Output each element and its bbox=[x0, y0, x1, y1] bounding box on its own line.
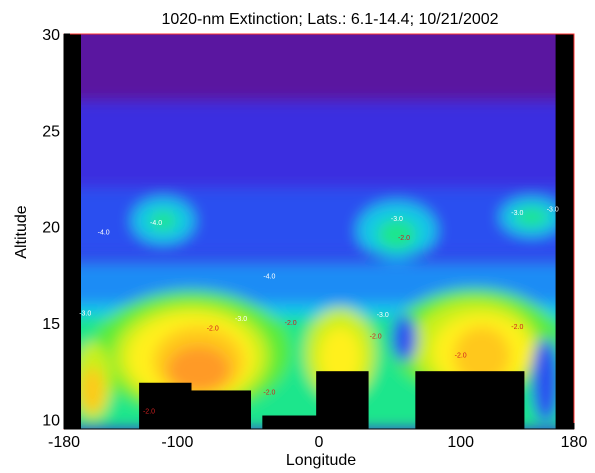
no-data-region bbox=[262, 415, 322, 429]
contour-label: -3.0 bbox=[79, 310, 91, 317]
field-region bbox=[391, 315, 417, 362]
contour-label: -4.0 bbox=[263, 274, 275, 281]
chart-title: 1020-nm Extinction; Lats.: 6.1-14.4; 10/… bbox=[161, 11, 498, 28]
contour-label: -2.0 bbox=[398, 235, 410, 242]
plot-area: -4.0 -4.0 -4.0 -3.0 -2.0 -3.0 -3.0 -3.0 -3.0 -2.0… bbox=[64, 34, 574, 429]
contour-label: -3.0 bbox=[391, 216, 403, 223]
y-tick-label: 20 bbox=[42, 220, 60, 237]
no-data-region bbox=[316, 371, 369, 429]
y-tick-label: 10 bbox=[42, 412, 60, 429]
field-region bbox=[64, 101, 574, 189]
no-data-region bbox=[64, 34, 81, 429]
no-data-region bbox=[191, 390, 251, 429]
x-tick-label: -180 bbox=[48, 434, 80, 451]
y-axis-title: Altitude bbox=[13, 205, 30, 258]
x-axis-title: Longitude bbox=[286, 452, 356, 469]
x-tick-label: -100 bbox=[161, 434, 193, 451]
field-region bbox=[81, 367, 104, 414]
x-tick-label: 100 bbox=[447, 434, 474, 451]
extinction-field bbox=[64, 34, 574, 429]
contour-labels: -4.0 -4.0 -4.0 -3.0 -2.0 -3.0 -3.0 -3.0 -3.0 -2.0… bbox=[79, 206, 559, 415]
contour-label: -4.0 bbox=[98, 229, 110, 236]
contour-label: -2.0 bbox=[143, 409, 155, 416]
field-region bbox=[531, 338, 560, 424]
contour-label: -2.0 bbox=[263, 389, 275, 396]
contour-label: -2.0 bbox=[370, 333, 382, 340]
field-region bbox=[514, 207, 549, 227]
field-region bbox=[64, 34, 574, 102]
contour-label: -2.0 bbox=[285, 320, 297, 327]
contour-label: -3.0 bbox=[235, 316, 247, 323]
contour-label: -3.0 bbox=[547, 206, 559, 213]
y-tick-label: 15 bbox=[42, 316, 60, 333]
contour-label: -2.0 bbox=[207, 326, 219, 333]
field-region bbox=[453, 326, 511, 385]
contour-label: -3.0 bbox=[511, 210, 523, 217]
no-data-regions bbox=[64, 34, 574, 429]
y-axis-ticks: 10 15 20 25 30 bbox=[42, 27, 70, 429]
no-data-region bbox=[415, 371, 525, 429]
x-axis-ticks: -180 -100 0 100 180 bbox=[48, 423, 587, 451]
field-region bbox=[167, 346, 230, 393]
field-region bbox=[377, 218, 417, 250]
x-tick-label: 0 bbox=[315, 434, 324, 451]
field-region bbox=[149, 211, 178, 231]
contour-label: -2.0 bbox=[511, 324, 523, 331]
x-tick-label: 180 bbox=[561, 434, 588, 451]
contour-label: -3.0 bbox=[377, 312, 389, 319]
y-tick-label: 25 bbox=[42, 123, 60, 140]
y-tick-label: 30 bbox=[42, 27, 60, 44]
contour-label: -4.0 bbox=[150, 220, 162, 227]
contour-label: -2.0 bbox=[455, 353, 467, 360]
no-data-region bbox=[139, 382, 192, 429]
no-data-region bbox=[555, 34, 574, 429]
